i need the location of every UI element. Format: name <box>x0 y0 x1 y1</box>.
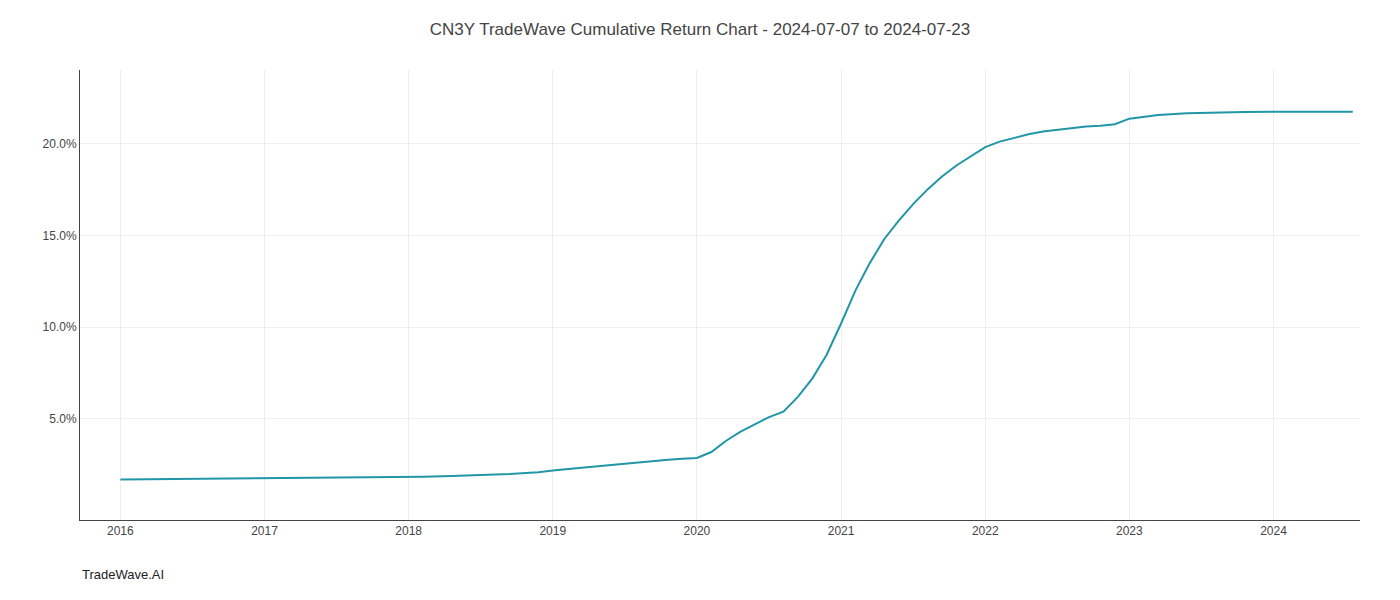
svg-text:10.0%: 10.0% <box>43 320 77 334</box>
svg-text:TradeWave.AI: TradeWave.AI <box>82 567 164 582</box>
svg-text:2022: 2022 <box>972 524 999 538</box>
svg-text:2018: 2018 <box>395 524 422 538</box>
svg-text:2020: 2020 <box>684 524 711 538</box>
svg-text:2024: 2024 <box>1260 524 1287 538</box>
svg-text:2019: 2019 <box>539 524 566 538</box>
svg-text:15.0%: 15.0% <box>43 229 77 243</box>
svg-text:20.0%: 20.0% <box>43 137 77 151</box>
svg-text:2017: 2017 <box>251 524 278 538</box>
svg-text:2021: 2021 <box>828 524 855 538</box>
svg-text:2016: 2016 <box>107 524 134 538</box>
svg-text:5.0%: 5.0% <box>49 412 77 426</box>
svg-text:2023: 2023 <box>1116 524 1143 538</box>
svg-text:CN3Y TradeWave Cumulative Retu: CN3Y TradeWave Cumulative Return Chart -… <box>430 20 971 39</box>
